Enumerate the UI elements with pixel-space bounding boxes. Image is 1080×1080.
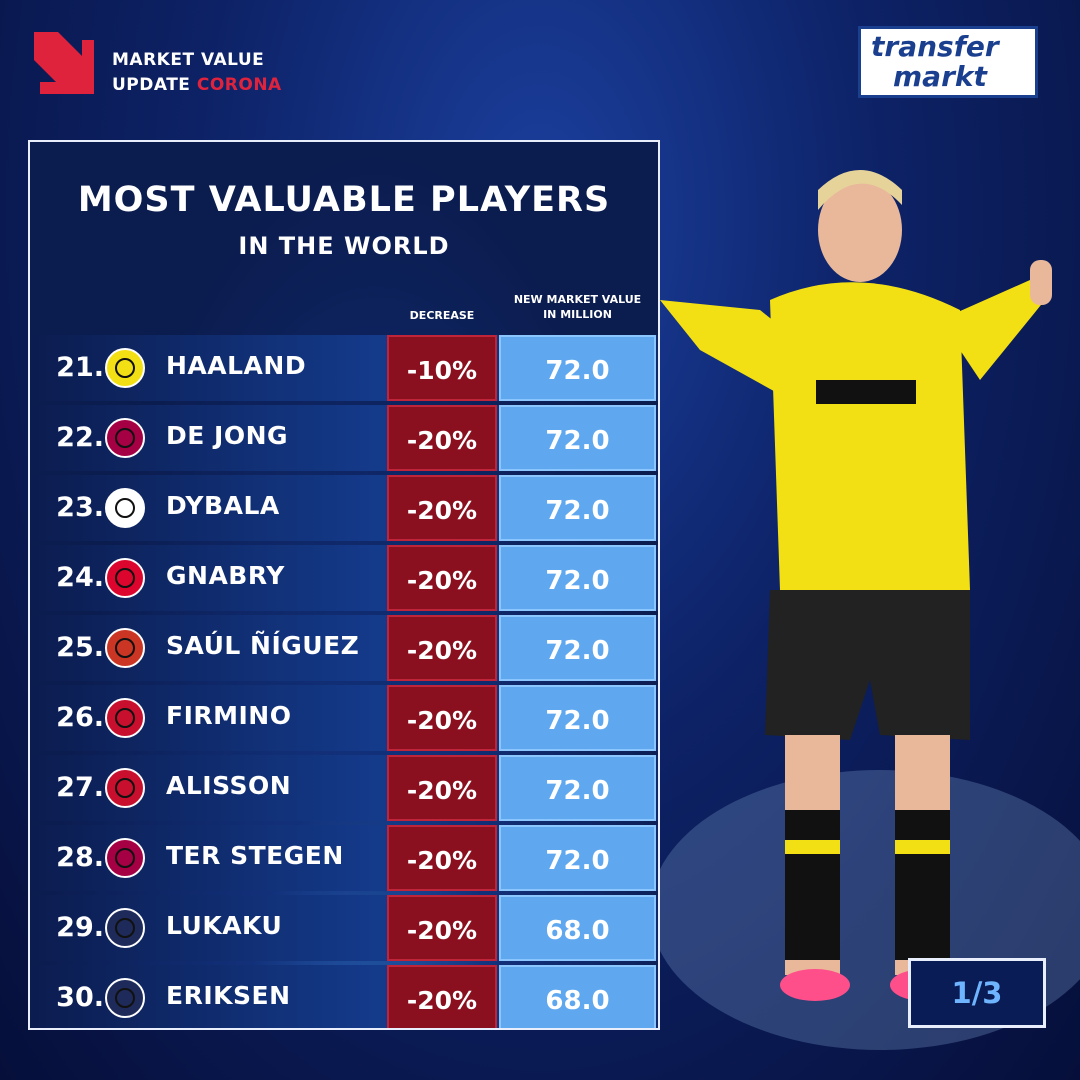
decrease: -10%	[387, 335, 497, 401]
column-header: NEW MARKET VALUE IN MILLION	[513, 293, 642, 321]
header-text: MARKET VALUE UPDATE CORONA	[112, 48, 282, 98]
decrease: -20%	[387, 615, 497, 681]
rank: 30.	[56, 982, 104, 1013]
rank: 25.	[56, 632, 104, 663]
player-name: ERIKSEN	[166, 981, 291, 1010]
header-line2: UPDATE CORONA	[112, 73, 282, 98]
rank: 26.	[56, 702, 104, 733]
club-crest	[105, 978, 145, 1018]
decrease: -20%	[387, 755, 497, 821]
club-crest	[105, 698, 145, 738]
club-crest	[105, 768, 145, 808]
decrease: -20%	[387, 895, 497, 961]
logo: transfer markt	[858, 26, 1038, 98]
market-value: 72.0	[499, 755, 656, 821]
rank: 29.	[56, 912, 104, 943]
market-value: 72.0	[499, 475, 656, 541]
player-name: SAÚL ÑÍGUEZ	[166, 631, 360, 660]
decrease: -20%	[387, 685, 497, 751]
table-row: 25. SAÚL ÑÍGUEZ -20% 72.0	[30, 615, 658, 681]
club-crest	[105, 838, 145, 878]
club-crest	[105, 908, 145, 948]
decrease: -20%	[387, 965, 497, 1028]
header-line2-text: UPDATE	[112, 75, 191, 95]
market-value: 72.0	[499, 825, 656, 891]
table-row: 24. GNABRY -20% 72.0	[30, 545, 658, 611]
decrease: -20%	[387, 825, 497, 891]
table-row: 26. FIRMINO -20% 72.0	[30, 685, 658, 751]
player-name: ALISSON	[166, 771, 292, 800]
table-row: 29. LUKAKU -20% 68.0	[30, 895, 658, 961]
page-indicator: 1/3	[908, 958, 1046, 1028]
market-value: 68.0	[499, 965, 656, 1028]
rank: 24.	[56, 562, 104, 593]
player-name: HAALAND	[166, 351, 307, 380]
club-crest	[105, 418, 145, 458]
player-name: FIRMINO	[166, 701, 292, 730]
header-line1: MARKET VALUE	[112, 50, 265, 70]
table-row: 23. DYBALA -20% 72.0	[30, 475, 658, 541]
table-row: 22. DE JONG -20% 72.0	[30, 405, 658, 471]
market-value: 72.0	[499, 405, 656, 471]
rank: 23.	[56, 492, 104, 523]
header-icon	[34, 32, 94, 94]
market-value: 68.0	[499, 895, 656, 961]
club-crest	[105, 558, 145, 598]
table-subtitle: IN THE WORLD	[238, 232, 450, 260]
decrease: -20%	[387, 545, 497, 611]
column-header: DECREASE	[409, 309, 475, 322]
rank: 22.	[56, 422, 104, 453]
decrease: -20%	[387, 475, 497, 541]
table-row: 30. ERIKSEN -20% 68.0	[30, 965, 658, 1028]
rank: 27.	[56, 772, 104, 803]
market-value: 72.0	[499, 615, 656, 681]
header-highlight: CORONA	[196, 75, 282, 95]
table-row: 27. ALISSON -20% 72.0	[30, 755, 658, 821]
club-crest	[105, 488, 145, 528]
table-title: MOST VALUABLE PLAYERS	[77, 180, 611, 220]
club-crest	[105, 628, 145, 668]
rank: 28.	[56, 842, 104, 873]
player-name: LUKAKU	[166, 911, 283, 940]
player-name: TER STEGEN	[166, 841, 344, 870]
market-value: 72.0	[499, 335, 656, 401]
decrease: -20%	[387, 405, 497, 471]
market-value: 72.0	[499, 685, 656, 751]
logo-line1: transfer	[871, 30, 999, 63]
table-row: 21. HAALAND -10% 72.0	[30, 335, 658, 401]
logo-line2: markt	[893, 60, 987, 93]
rank: 21.	[56, 352, 104, 383]
table-panel: MOST VALUABLE PLAYERS IN THE WORLD DECRE…	[28, 140, 660, 1030]
market-value: 72.0	[499, 545, 656, 611]
player-name: GNABRY	[166, 561, 285, 590]
table-row: 28. TER STEGEN -20% 72.0	[30, 825, 658, 891]
player-name: DYBALA	[166, 491, 280, 520]
player-photo	[650, 170, 1080, 1050]
player-name: DE JONG	[166, 421, 289, 450]
club-crest	[105, 348, 145, 388]
